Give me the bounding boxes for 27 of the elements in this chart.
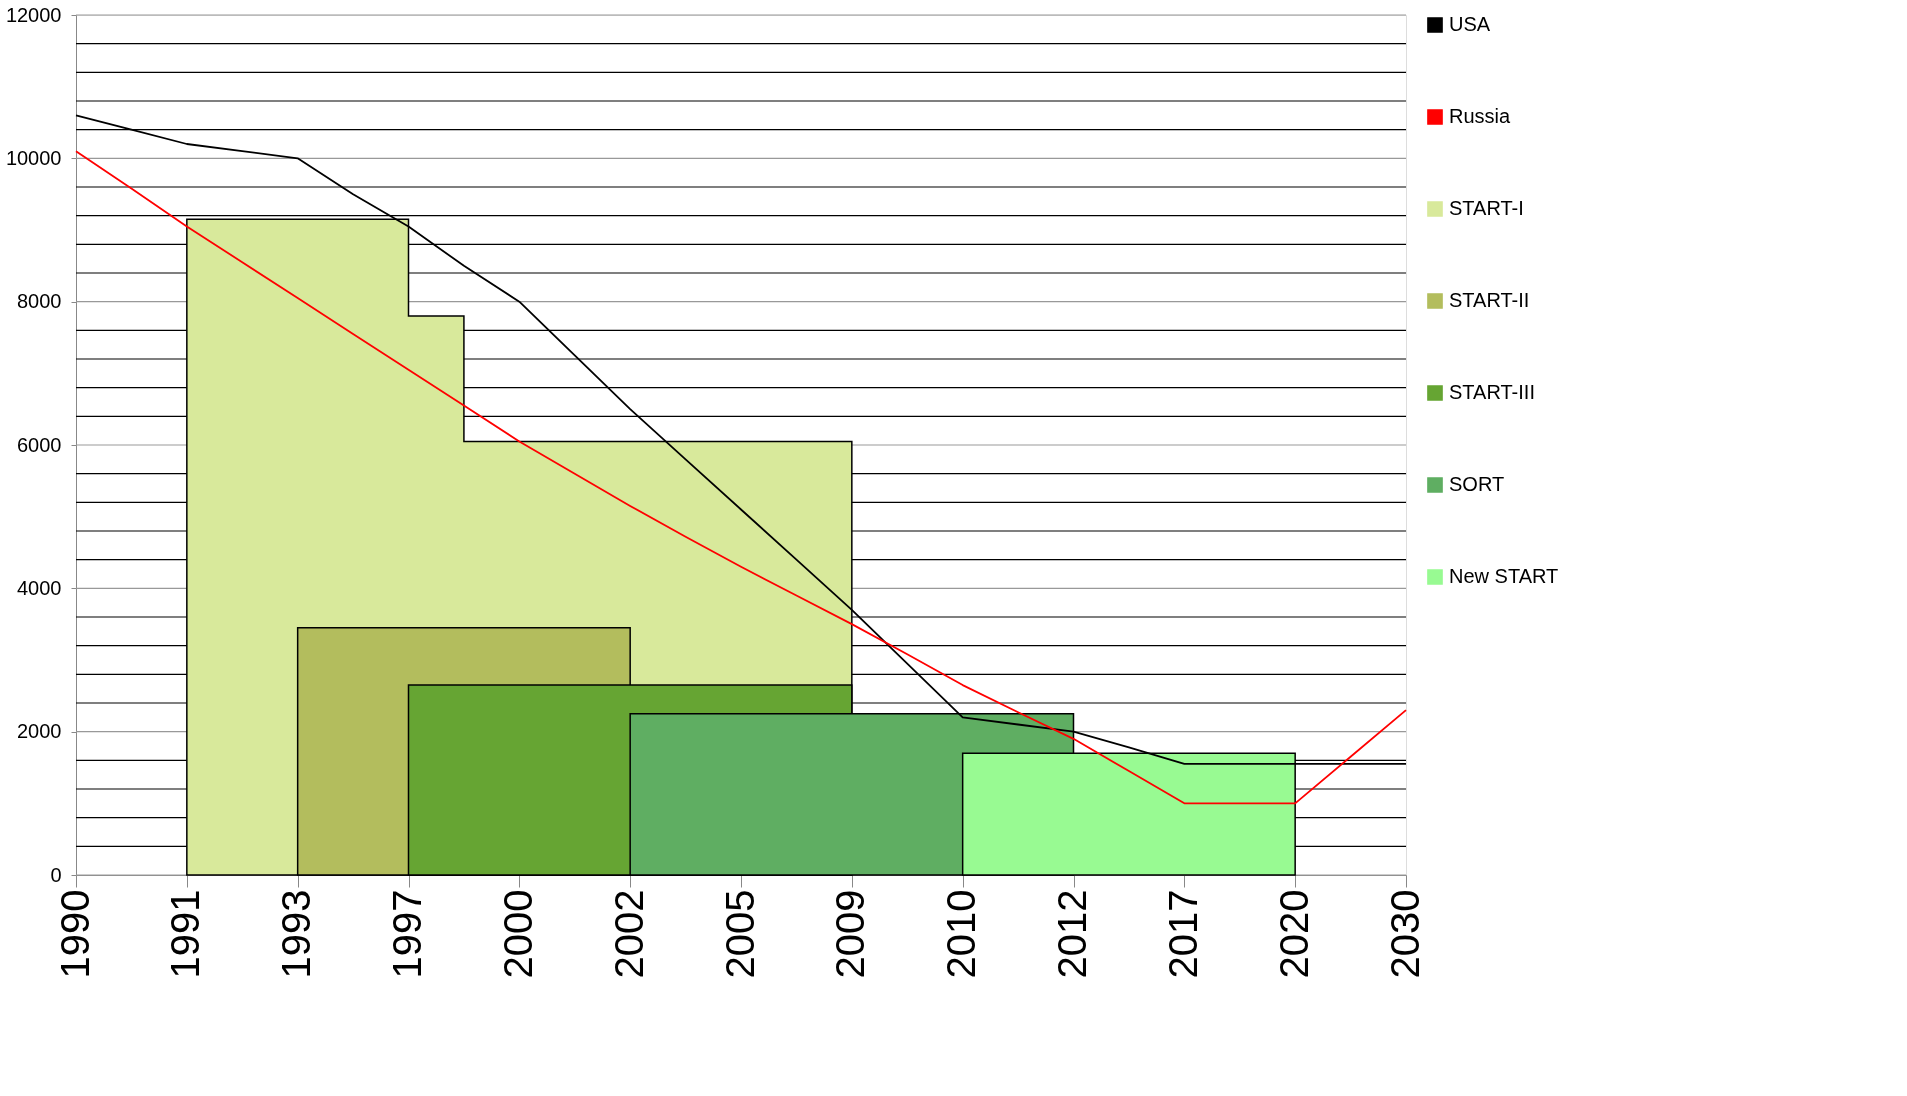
x-tick-label: 1991 — [163, 889, 208, 979]
legend-label: SORT — [1449, 473, 1505, 495]
y-tick-label: 8000 — [17, 290, 62, 313]
legend-label: USA — [1449, 13, 1491, 35]
x-tick-label: 2012 — [1050, 889, 1094, 979]
legend-label: Russia — [1449, 105, 1512, 127]
y-tick-label: 0 — [50, 863, 62, 886]
x-tick-label: 2020 — [1271, 889, 1316, 979]
x-tick-label: 2010 — [939, 889, 984, 979]
x-tick-label: 2002 — [606, 889, 651, 979]
x-tick-label: 2017 — [1160, 889, 1205, 979]
legend-label: START-I — [1449, 197, 1524, 219]
y-tick-label: 10000 — [5, 146, 62, 169]
x-tick-label: 2005 — [717, 889, 762, 979]
x-tick-label: 2009 — [828, 889, 873, 979]
legend-label: START-III — [1449, 381, 1535, 403]
y-tick-label: 4000 — [17, 576, 62, 599]
legend-label: START-II — [1449, 289, 1530, 311]
x-tick-label: 1993 — [274, 889, 319, 979]
x-tick-label: 1997 — [385, 889, 429, 979]
x-tick-label: 1990 — [52, 889, 97, 979]
y-tick-label: 6000 — [17, 433, 62, 456]
x-tick-label: 2030 — [1382, 889, 1427, 979]
x-tick-label: 2000 — [495, 889, 540, 979]
legend-label: New START — [1449, 565, 1559, 587]
y-tick-label: 2000 — [17, 720, 62, 743]
y-tick-label: 12000 — [5, 3, 62, 26]
